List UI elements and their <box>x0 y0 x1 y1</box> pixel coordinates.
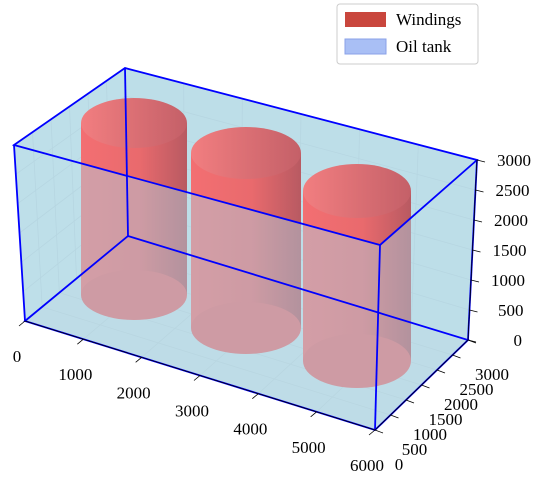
legend-swatch-oil-tank <box>344 38 387 55</box>
y-tick-label: 1500 <box>429 410 463 429</box>
z-tick-label: 2000 <box>494 211 528 230</box>
y-tick-mark <box>452 354 461 359</box>
x-tick-label: 6000 <box>350 456 384 475</box>
y-tick-mark <box>405 399 415 404</box>
z-tick-mark <box>472 249 481 253</box>
z-tick-label: 500 <box>498 301 524 320</box>
z-tick-label: 0 <box>514 331 523 350</box>
y-tick-label: 0 <box>395 455 404 474</box>
x-tick-mark <box>252 393 259 399</box>
z-tick-label: 2500 <box>496 181 530 200</box>
y-tick-mark <box>390 414 399 419</box>
x-tick-mark <box>193 375 201 381</box>
legend: Windings Oil tank <box>336 3 479 65</box>
oil-tank-front-face <box>14 145 380 430</box>
winding-2 <box>191 127 301 354</box>
z-tick-mark <box>473 219 483 223</box>
y-tick-label: 2500 <box>460 380 494 399</box>
winding-3 <box>303 164 411 388</box>
y-tick-label: 2000 <box>444 395 478 414</box>
y-tick-mark <box>374 429 384 434</box>
z-tick-label: 3000 <box>497 151 531 170</box>
z-tick-mark <box>467 339 477 343</box>
y-tick-label: 1000 <box>413 425 447 444</box>
x-tick-mark <box>368 429 376 436</box>
x-tick-mark <box>77 338 84 345</box>
y-grid-floor <box>42 306 391 416</box>
x-tick-label: 1000 <box>58 365 92 384</box>
winding-1 <box>81 98 187 320</box>
y-tick-mark <box>421 384 430 389</box>
z-tick-mark <box>475 189 484 193</box>
z-tick-label: 1000 <box>491 271 525 290</box>
x-tick-mark <box>135 357 142 363</box>
z-tick-label: 1500 <box>493 241 527 260</box>
legend-label-oil-tank: Oil tank <box>396 37 452 56</box>
x-tick-label: 4000 <box>233 420 267 439</box>
x-tick-label: 0 <box>13 347 22 366</box>
z-tick-mark <box>469 309 478 313</box>
legend-label-windings: Windings <box>396 10 461 29</box>
legend-swatch-windings <box>345 12 386 27</box>
z-tick-mark <box>470 279 480 283</box>
x-tick-mark <box>18 320 26 327</box>
z-tick-mark <box>476 159 486 163</box>
y-tick-label: 3000 <box>475 365 509 384</box>
x-tick-label: 3000 <box>175 402 209 421</box>
y-tick-mark <box>436 369 446 374</box>
y-tick-label: 500 <box>402 440 428 459</box>
x-tick-label: 2000 <box>117 383 151 402</box>
x-tick-mark <box>310 411 317 418</box>
x-tick-label: 5000 <box>292 438 326 457</box>
